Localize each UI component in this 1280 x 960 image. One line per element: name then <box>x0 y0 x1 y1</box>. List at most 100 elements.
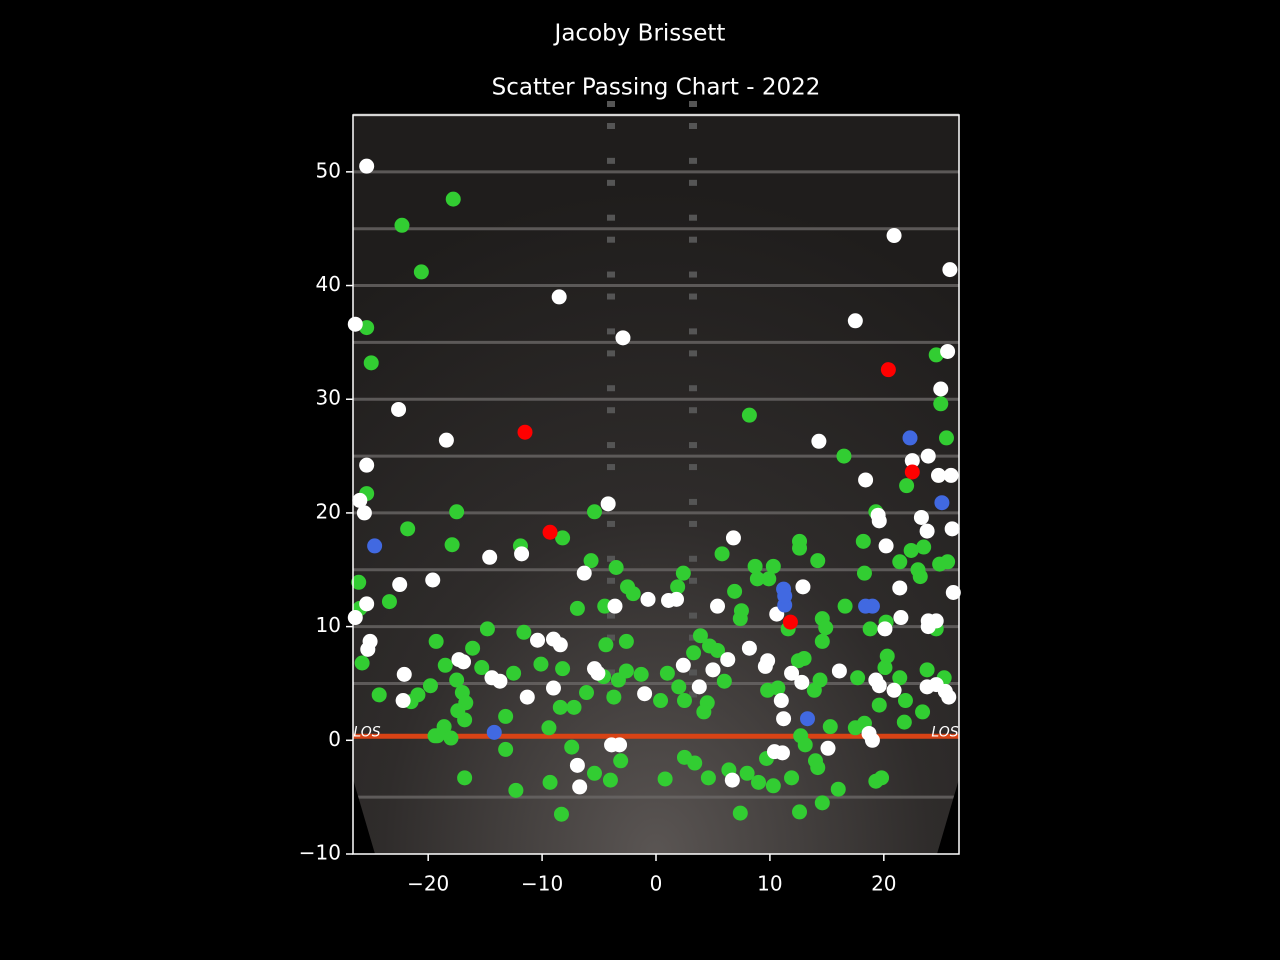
y-tick-label: 20 <box>316 499 341 523</box>
y-tick-label: 30 <box>316 386 341 410</box>
x-tick-label: −20 <box>407 872 449 896</box>
scatter-point <box>741 640 757 656</box>
scatter-point <box>427 728 443 744</box>
hash-mark <box>607 520 615 527</box>
scatter-point <box>886 682 902 698</box>
scatter-point <box>761 571 777 587</box>
scatter-point <box>425 572 441 588</box>
scatter-point <box>691 679 707 695</box>
scatter-point <box>669 591 685 607</box>
scatter-point <box>498 708 514 724</box>
scatter-point <box>705 662 721 678</box>
scatter-point <box>904 464 920 480</box>
scatter-point <box>893 610 909 626</box>
scatter-point <box>727 583 743 599</box>
hash-mark <box>607 179 615 186</box>
scatter-point <box>444 537 460 553</box>
scatter-point <box>919 523 935 539</box>
scatter-point <box>916 539 932 555</box>
scatter-point <box>892 580 908 596</box>
scatter-point <box>784 770 800 786</box>
scatter-point <box>449 504 465 520</box>
scatter-point <box>796 650 812 666</box>
scatter-point <box>714 546 730 562</box>
scatter-point <box>653 693 669 709</box>
x-tick-label: 20 <box>871 872 896 896</box>
scatter-point <box>930 467 946 483</box>
scatter-point <box>465 640 481 656</box>
scatter-point <box>795 579 811 595</box>
scatter-point <box>436 719 452 735</box>
scatter-point <box>360 641 376 657</box>
scatter-point <box>659 665 675 681</box>
y-tick-label: −10 <box>299 841 341 865</box>
scatter-point <box>457 770 473 786</box>
chart-subtitle: Scatter Passing Chart - 2022 <box>492 75 821 101</box>
scatter-point <box>482 549 498 565</box>
scatter-point <box>773 693 789 709</box>
scatter-point <box>920 448 936 464</box>
hash-mark <box>607 101 615 107</box>
scatter-point <box>633 666 649 682</box>
scatter-point <box>618 663 634 679</box>
scatter-point <box>455 654 471 670</box>
scatter-point <box>676 693 692 709</box>
scatter-point <box>608 559 624 575</box>
scatter-point <box>564 739 580 755</box>
scatter-point <box>347 316 363 332</box>
scatter-point <box>686 645 702 661</box>
scatter-point <box>602 772 618 788</box>
scatter-point <box>553 806 569 822</box>
scatter-point <box>724 772 740 788</box>
scatter-point <box>579 685 595 701</box>
scatter-point <box>810 760 826 776</box>
scatter-point <box>941 689 957 705</box>
hash-mark <box>607 385 615 392</box>
scatter-point <box>896 714 912 730</box>
plot-area <box>347 158 961 822</box>
scatter-point <box>915 704 931 720</box>
scatter-point <box>904 453 920 469</box>
hash-mark <box>607 555 615 562</box>
hash-mark <box>607 407 615 414</box>
scatter-point <box>912 569 928 585</box>
scatter-point <box>597 598 613 614</box>
scatter-point <box>555 530 571 546</box>
scatter-point <box>541 720 557 736</box>
field-shadow <box>353 779 375 854</box>
scatter-point <box>590 665 606 681</box>
y-tick-label: 40 <box>316 272 341 296</box>
scatter-point <box>675 565 691 581</box>
y-tick-label: 50 <box>316 158 341 182</box>
scatter-point <box>938 430 954 446</box>
hash-mark <box>689 407 697 414</box>
scatter-point <box>820 740 836 756</box>
hash-mark <box>607 634 615 641</box>
scatter-point <box>586 504 602 520</box>
hash-mark <box>689 464 697 471</box>
scatter-point <box>637 686 653 702</box>
scatter-point <box>940 554 956 570</box>
hash-mark <box>689 328 697 335</box>
scatter-point <box>519 689 535 705</box>
y-tick-label: 10 <box>316 613 341 637</box>
scatter-point <box>850 670 866 686</box>
hash-mark <box>689 214 697 221</box>
hash-mark <box>689 271 697 278</box>
scatter-point <box>710 598 726 614</box>
scatter-point <box>765 558 781 574</box>
scatter-point <box>613 753 629 769</box>
field-shadow <box>937 779 959 854</box>
hash-mark <box>607 236 615 243</box>
scatter-point <box>552 637 568 653</box>
scatter-point <box>696 704 712 720</box>
scatter-point <box>943 467 959 483</box>
scatter-point <box>830 781 846 797</box>
scatter-point <box>928 347 944 363</box>
scatter-point <box>583 553 599 569</box>
hash-mark <box>689 442 697 449</box>
y-tick-label: 0 <box>328 727 341 751</box>
scatter-point <box>899 478 915 494</box>
scatter-point <box>598 637 614 653</box>
hash-mark <box>689 669 697 676</box>
